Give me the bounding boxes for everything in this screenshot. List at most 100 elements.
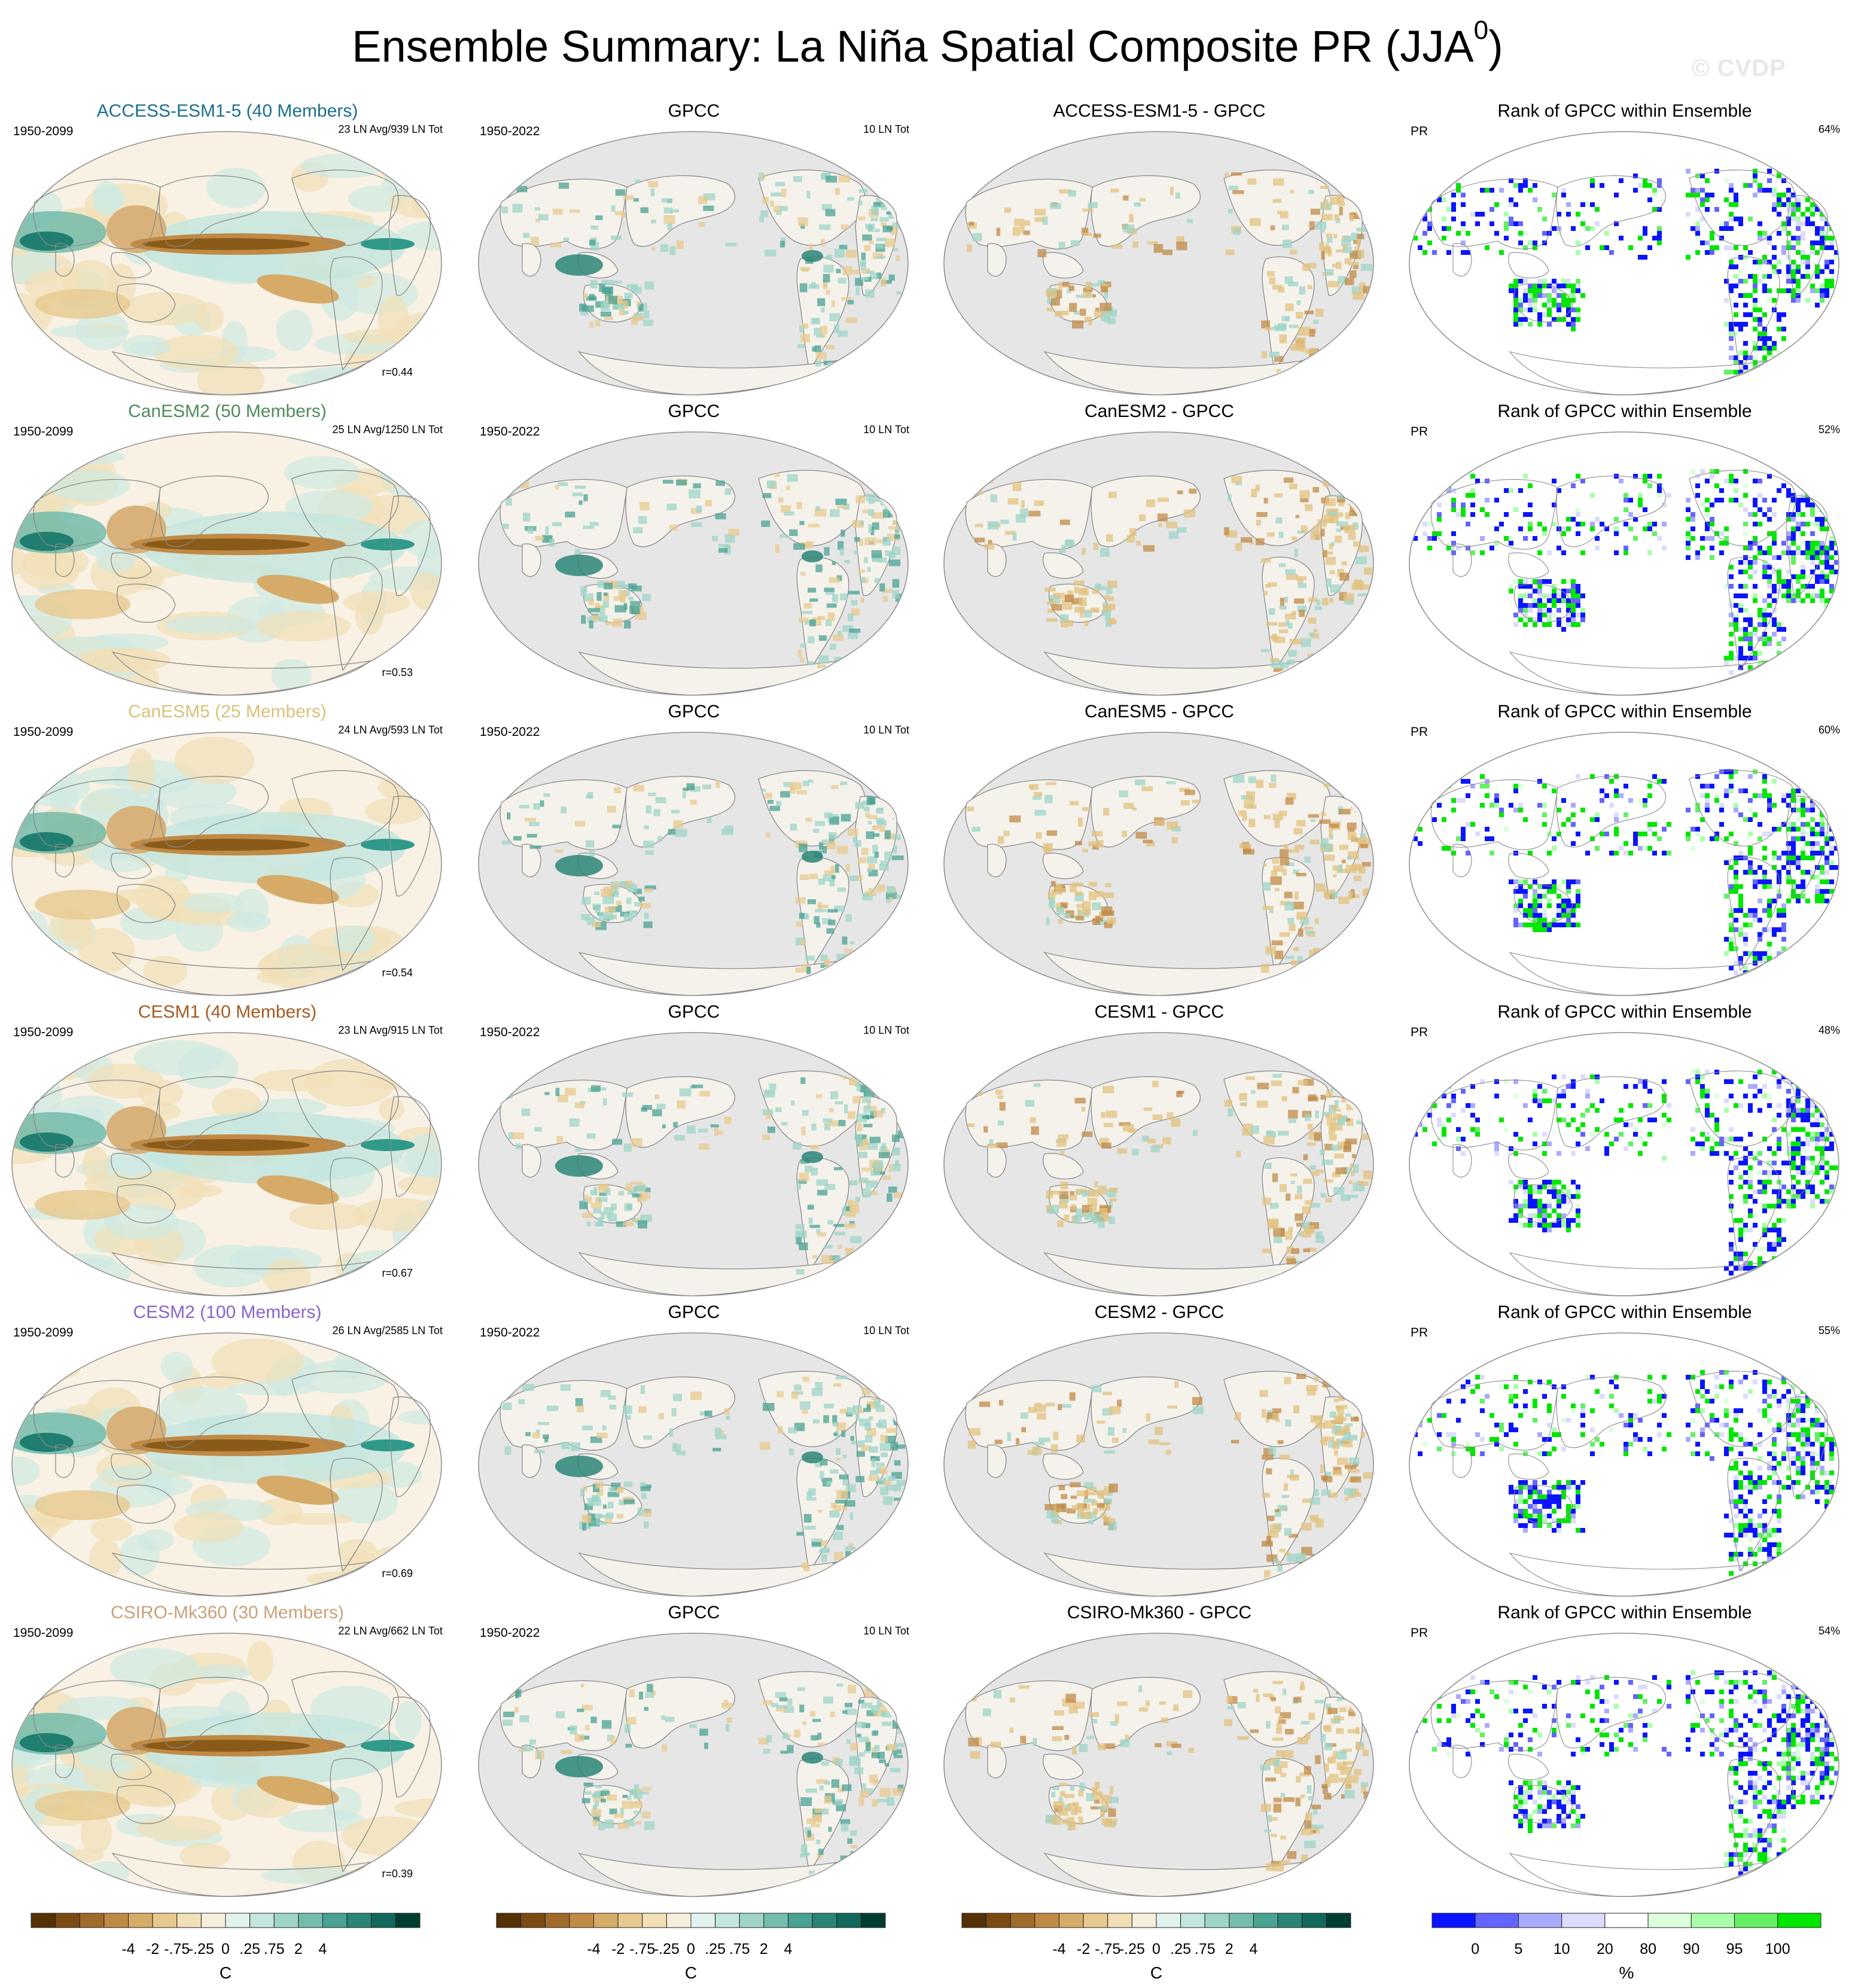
colorbar-tick-label: -.75 [1095, 1941, 1121, 1957]
colorbar-tick-label: .75 [729, 1941, 750, 1957]
panel-diff-row-1: ACCESS-ESM1-5 - GPCC [932, 101, 1387, 400]
title-superscript: 0 [1473, 16, 1489, 45]
panel-title: CESM1 (40 Members) [138, 1002, 317, 1022]
map-obs [478, 1332, 909, 1597]
map-model [11, 131, 442, 395]
map-diff [943, 1633, 1374, 1897]
panel-right-label: 55% [1818, 1325, 1840, 1337]
map-rank [1409, 732, 1839, 996]
colorbar-swatch [1690, 1913, 1735, 1928]
colorbar-tick-label: -4 [1052, 1941, 1066, 1957]
panel-diff-row-4: CESM1 - GPCC [932, 1001, 1387, 1301]
panel-model-row-6: CSIRO-Mk360 (30 Members) 1950-2099 22 LN A… [0, 1602, 455, 1901]
panel-left-label: PR [1411, 124, 1428, 138]
colorbar-tick-label: 100 [1765, 1941, 1790, 1957]
colorbar-swatch [395, 1913, 421, 1928]
panel-left-label: PR [1411, 425, 1428, 439]
colorbar-swatch [593, 1913, 619, 1928]
panel-right-label: 10 LN Tot [863, 724, 909, 736]
panel-right-label: 25 LN Avg/1250 LN Tot [332, 424, 443, 436]
colorbar-swatch [200, 1913, 226, 1928]
colorbar-tick-label: 5 [1514, 1941, 1523, 1957]
panel-rank-row-6: Rank of GPCC within Ensemble PR 54% [1397, 1602, 1852, 1901]
colorbar-swatch [79, 1913, 105, 1928]
title-text: Ensemble Summary: La Niña Spatial Compos… [352, 22, 1474, 71]
colorbar-swatch [346, 1913, 372, 1928]
title-close: ) [1488, 22, 1503, 71]
panel-title: CanESM5 (25 Members) [128, 702, 327, 721]
colorbar-tick-label: 2 [759, 1941, 768, 1957]
colorbar-tick-label: -.25 [188, 1941, 214, 1957]
map-rank [1409, 1032, 1839, 1296]
panel-left-label: 1950-2099 [13, 124, 74, 138]
panel-diff-row-2: CanESM2 - GPCC [932, 401, 1387, 700]
colorbar-model: -4 -2 -.75 -.25 0 .25.75 2 4 C [29, 1912, 435, 1984]
map-model [11, 431, 442, 696]
panel-obs-row-2: GPCC 1950-2022 10 LN Tot [467, 401, 921, 700]
colorbar-obs: -4 -2 -.75 -.25 0 .25.75 2 4 C [494, 1912, 901, 1984]
colorbar-swatch [322, 1913, 348, 1928]
colorbar-swatches [31, 1913, 421, 1928]
panel-left-label: PR [1411, 725, 1428, 739]
colorbar-swatch [1475, 1913, 1519, 1928]
panel-model-row-5: CESM2 (100 Members) 1950-2099 26 LN Avg/25… [0, 1302, 455, 1601]
panel-obs-row-3: GPCC 1950-2022 10 LN Tot [467, 701, 921, 1000]
colorbar-swatch [1229, 1913, 1254, 1928]
colorbar-swatch [1302, 1913, 1327, 1928]
colorbar-diff: -4 -2 -.75 -.25 0 .25.75 2 4 C [960, 1912, 1366, 1984]
colorbar-tick-label: 4 [1249, 1941, 1258, 1957]
colorbar-swatch [176, 1913, 202, 1928]
colorbar-swatch [739, 1913, 764, 1928]
map-diff [943, 732, 1374, 996]
pattern-correlation: r=0.67 [382, 1267, 413, 1279]
panel-right-label: 10 LN Tot [863, 1625, 909, 1637]
map-diff [943, 431, 1374, 696]
colorbar-swatch [520, 1913, 546, 1928]
colorbar-swatch [617, 1913, 643, 1928]
colorbar-swatch [1277, 1913, 1303, 1928]
panel-diff-row-6: CSIRO-Mk360 - GPCC [932, 1602, 1387, 1901]
colorbar-swatch [55, 1913, 80, 1928]
colorbar-tick-label: -4 [121, 1941, 135, 1957]
colorbar-swatch [1561, 1913, 1606, 1928]
panel-title: ACCESS-ESM1-5 (40 Members) [96, 101, 358, 121]
panel-left-label: 1950-2099 [13, 425, 74, 439]
panel-title: Rank of GPCC within Ensemble [1497, 1302, 1752, 1322]
panel-title: CESM1 - GPCC [1094, 1002, 1225, 1022]
colorbar-swatch [1604, 1913, 1649, 1928]
map-model [11, 1332, 442, 1597]
colorbar-swatch [1777, 1913, 1822, 1928]
panel-right-label: 10 LN Tot [863, 123, 909, 135]
colorbar-tick-label: 95 [1726, 1941, 1743, 1957]
panel-obs-row-5: GPCC 1950-2022 10 LN Tot [467, 1302, 921, 1601]
colorbar-swatch [1431, 1913, 1476, 1928]
map-obs [478, 431, 909, 696]
panel-title: GPCC [668, 1603, 720, 1622]
colorbar-swatch [690, 1913, 716, 1928]
map-diff [943, 1332, 1374, 1597]
colorbar-swatch [986, 1913, 1011, 1928]
map-diff [943, 131, 1374, 395]
map-diff [943, 1032, 1374, 1296]
panel-title: GPCC [668, 401, 720, 421]
colorbar-tick-label: 80 [1640, 1941, 1657, 1957]
panel-left-label: 1950-2099 [13, 725, 74, 739]
panel-title: Rank of GPCC within Ensemble [1497, 702, 1752, 721]
panel-title: CESM2 (100 Members) [133, 1302, 322, 1322]
panel-right-label: 26 LN Avg/2585 LN Tot [332, 1325, 443, 1337]
colorbar-tick-label: -.75 [629, 1941, 656, 1957]
page-title: Ensemble Summary: La Niña Spatial Compos… [0, 16, 1855, 75]
colorbar-swatch [1034, 1913, 1059, 1928]
panel-left-label: PR [1411, 1025, 1428, 1039]
panel-rank-row-5: Rank of GPCC within Ensemble PR 55% [1397, 1302, 1852, 1601]
panel-rank-row-3: Rank of GPCC within Ensemble PR 60% [1397, 701, 1852, 1000]
panel-right-label: 23 LN Avg/939 LN Tot [338, 123, 443, 135]
panel-diff-row-5: CESM2 - GPCC [932, 1302, 1387, 1601]
colorbar-tick-label: -.25 [653, 1941, 680, 1957]
cvdp-watermark: © CVDP [1692, 55, 1786, 81]
colorbar-swatch [569, 1913, 594, 1928]
panel-right-label: 23 LN Avg/915 LN Tot [338, 1024, 443, 1036]
panel-right-label: 22 LN Avg/662 LN Tot [338, 1625, 443, 1637]
colorbar-swatch [371, 1913, 396, 1928]
